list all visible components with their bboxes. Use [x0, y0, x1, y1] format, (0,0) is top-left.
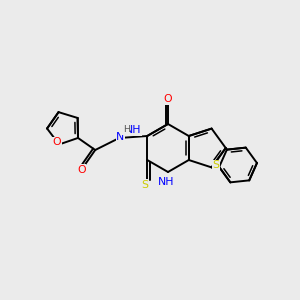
Text: O: O	[164, 94, 172, 104]
Text: NH: NH	[125, 125, 142, 135]
Text: H: H	[123, 125, 130, 134]
Text: O: O	[77, 165, 85, 175]
Text: O: O	[53, 137, 62, 148]
Text: S: S	[142, 180, 149, 190]
Text: N: N	[116, 132, 124, 142]
Text: S: S	[212, 160, 219, 170]
Text: NH: NH	[158, 177, 174, 187]
